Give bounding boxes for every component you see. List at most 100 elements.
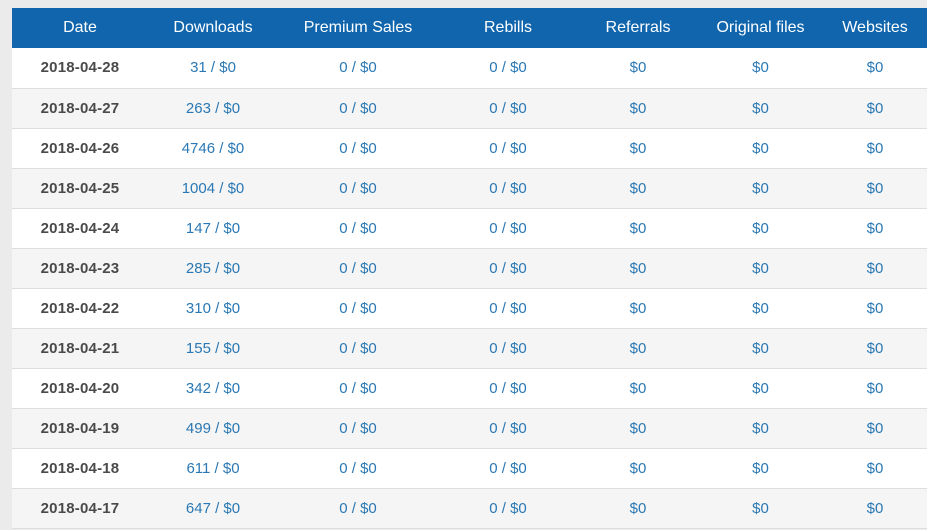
premium-sales-cell: 0 / $0 (339, 59, 377, 77)
original-files-cell: $0 (752, 379, 769, 397)
downloads-cell: 342 / $0 (185, 379, 241, 397)
original-files-cell: $0 (752, 419, 769, 437)
referrals-cell: $0 (629, 59, 647, 77)
downloads-cell: 285 / $0 (185, 259, 241, 277)
original-files-cell: $0 (752, 339, 769, 357)
downloads-cell: 4746 / $0 (181, 139, 245, 157)
referrals-cell: $0 (629, 379, 647, 397)
table-row: 2018-04-28 31 / $0 0 / $0 0 / $0 $0 $0 $0 (12, 48, 927, 88)
referrals-cell: $0 (629, 219, 647, 237)
rebills-cell: 0 / $0 (489, 259, 527, 277)
table-row: 2018-04-24 147 / $0 0 / $0 0 / $0 $0 $0 $0 (12, 208, 927, 248)
original-files-cell: $0 (752, 99, 769, 117)
original-files-cell: $0 (752, 459, 769, 477)
downloads-cell: 499 / $0 (185, 419, 241, 437)
premium-sales-cell: 0 / $0 (339, 459, 377, 477)
table-row: 2018-04-19 499 / $0 0 / $0 0 / $0 $0 $0 $0 (12, 408, 927, 448)
websites-cell: $0 (866, 219, 884, 237)
original-files-cell: $0 (752, 139, 769, 157)
earnings-stats-table: Date Downloads Premium Sales Rebills Ref… (12, 8, 927, 529)
websites-cell: $0 (866, 379, 884, 397)
referrals-cell: $0 (629, 179, 647, 197)
websites-cell: $0 (866, 299, 884, 317)
column-header-original-files: Original files (716, 19, 805, 36)
websites-cell: $0 (866, 499, 884, 517)
websites-cell: $0 (866, 339, 884, 357)
premium-sales-cell: 0 / $0 (339, 219, 377, 237)
column-header-referrals: Referrals (605, 19, 671, 36)
table-row: 2018-04-17 647 / $0 0 / $0 0 / $0 $0 $0 $0 (12, 488, 927, 528)
rebills-cell: 0 / $0 (489, 139, 527, 157)
premium-sales-cell: 0 / $0 (339, 379, 377, 397)
referrals-cell: $0 (629, 259, 647, 277)
downloads-cell: 147 / $0 (185, 219, 241, 237)
original-files-cell: $0 (752, 299, 769, 317)
rebills-cell: 0 / $0 (489, 339, 527, 357)
date-cell: 2018-04-24 (40, 219, 120, 237)
date-cell: 2018-04-17 (40, 499, 120, 517)
websites-cell: $0 (866, 59, 884, 77)
rebills-cell: 0 / $0 (489, 59, 527, 77)
downloads-cell: 263 / $0 (185, 99, 241, 117)
original-files-cell: $0 (752, 179, 769, 197)
column-header-downloads: Downloads (173, 19, 253, 36)
original-files-cell: $0 (752, 259, 769, 277)
referrals-cell: $0 (629, 459, 647, 477)
original-files-cell: $0 (752, 59, 769, 77)
table-row: 2018-04-21 155 / $0 0 / $0 0 / $0 $0 $0 $0 (12, 328, 927, 368)
websites-cell: $0 (866, 419, 884, 437)
date-cell: 2018-04-19 (40, 419, 120, 437)
table-row: 2018-04-26 4746 / $0 0 / $0 0 / $0 $0 $0 $0 (12, 128, 927, 168)
table-row: 2018-04-20 342 / $0 0 / $0 0 / $0 $0 $0 $0 (12, 368, 927, 408)
column-header-websites: Websites (842, 19, 908, 36)
date-cell: 2018-04-27 (40, 99, 120, 117)
date-cell: 2018-04-18 (40, 459, 120, 477)
downloads-cell: 31 / $0 (190, 59, 236, 77)
column-header-date: Date (63, 19, 97, 36)
date-cell: 2018-04-23 (40, 259, 120, 277)
table-header: Date Downloads Premium Sales Rebills Ref… (12, 8, 927, 48)
referrals-cell: $0 (629, 99, 647, 117)
premium-sales-cell: 0 / $0 (339, 259, 377, 277)
downloads-cell: 310 / $0 (185, 299, 241, 317)
websites-cell: $0 (866, 179, 884, 197)
table-row: 2018-04-25 1004 / $0 0 / $0 0 / $0 $0 $0 $0 (12, 168, 927, 208)
downloads-cell: 1004 / $0 (181, 179, 245, 197)
table-row: 2018-04-27 263 / $0 0 / $0 0 / $0 $0 $0 $0 (12, 88, 927, 128)
table-row: 2018-04-22 310 / $0 0 / $0 0 / $0 $0 $0 $0 (12, 288, 927, 328)
rebills-cell: 0 / $0 (489, 219, 527, 237)
premium-sales-cell: 0 / $0 (339, 139, 377, 157)
rebills-cell: 0 / $0 (489, 179, 527, 197)
downloads-cell: 155 / $0 (185, 339, 241, 357)
rebills-cell: 0 / $0 (489, 499, 527, 517)
table-row: 2018-04-18 611 / $0 0 / $0 0 / $0 $0 $0 $0 (12, 448, 927, 488)
rebills-cell: 0 / $0 (489, 299, 527, 317)
websites-cell: $0 (866, 99, 884, 117)
premium-sales-cell: 0 / $0 (339, 179, 377, 197)
referrals-cell: $0 (629, 299, 647, 317)
date-cell: 2018-04-25 (40, 179, 120, 197)
date-cell: 2018-04-20 (40, 379, 120, 397)
original-files-cell: $0 (752, 219, 769, 237)
rebills-cell: 0 / $0 (489, 459, 527, 477)
downloads-cell: 611 / $0 (186, 459, 240, 477)
column-header-premium-sales: Premium Sales (303, 19, 413, 36)
table-body: 2018-04-28 31 / $0 0 / $0 0 / $0 $0 $0 $0 2018-… (12, 48, 927, 528)
column-header-rebills: Rebills (483, 19, 532, 36)
referrals-cell: $0 (629, 139, 647, 157)
premium-sales-cell: 0 / $0 (339, 419, 377, 437)
rebills-cell: 0 / $0 (489, 99, 527, 117)
premium-sales-cell: 0 / $0 (339, 99, 377, 117)
referrals-cell: $0 (629, 419, 647, 437)
original-files-cell: $0 (752, 499, 769, 517)
rebills-cell: 0 / $0 (489, 379, 527, 397)
date-cell: 2018-04-22 (40, 299, 120, 317)
header-row: Date Downloads Premium Sales Rebills Ref… (12, 8, 927, 48)
referrals-cell: $0 (629, 339, 647, 357)
date-cell: 2018-04-28 (40, 59, 120, 77)
date-cell: 2018-04-21 (40, 339, 120, 357)
premium-sales-cell: 0 / $0 (339, 499, 377, 517)
rebills-cell: 0 / $0 (489, 419, 527, 437)
websites-cell: $0 (866, 459, 884, 477)
